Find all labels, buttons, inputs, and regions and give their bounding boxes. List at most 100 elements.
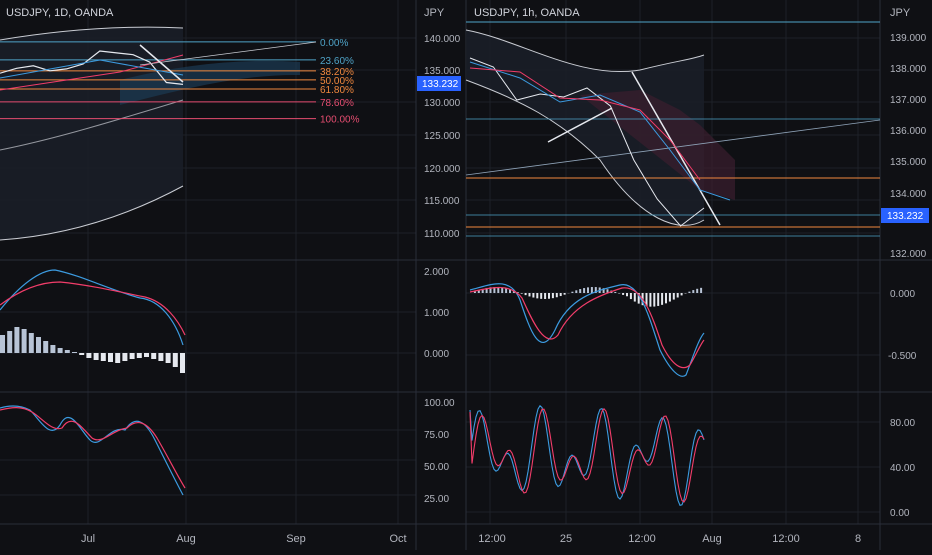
histogram-bar: [137, 353, 142, 358]
histogram-bar: [560, 293, 562, 296]
histogram-bar: [653, 293, 655, 307]
histogram-bar: [626, 293, 628, 296]
left-price-tick: 130.000: [424, 98, 461, 109]
right-macd-tick: -0.500: [888, 351, 917, 362]
histogram-bar: [540, 293, 542, 299]
histogram-bar: [544, 293, 546, 299]
histogram-bar: [688, 292, 690, 293]
histogram-bar: [657, 293, 659, 306]
left-price-tick: 120.000: [424, 164, 461, 175]
histogram-bar: [86, 353, 91, 358]
histogram-bar: [536, 293, 538, 298]
left-time-tick: Sep: [286, 533, 306, 545]
histogram-bar: [521, 293, 523, 294]
left-price-tick: 110.000: [424, 229, 460, 240]
histogram-bar: [700, 288, 702, 293]
right-stoch-tick: 0.00: [890, 508, 910, 519]
histogram-bar: [79, 353, 84, 355]
histogram-bar: [556, 293, 558, 297]
fib-label: 78.60%: [320, 98, 354, 109]
right-time-tick: 12:00: [772, 533, 800, 545]
histogram-bar: [622, 293, 624, 295]
left-stoch-tick: 75.00: [424, 430, 449, 441]
histogram-bar: [587, 287, 589, 293]
histogram-bar: [571, 292, 573, 293]
right-price-tick: 137.000: [890, 95, 927, 106]
histogram-bar: [661, 293, 663, 305]
right-price-tick: 139.000: [890, 33, 927, 44]
left-macd-tick: 1.000: [424, 308, 449, 319]
histogram-bar: [673, 293, 675, 300]
histogram-bar: [552, 293, 554, 298]
histogram-bar: [158, 353, 163, 361]
left-price-tick: 115.000: [424, 196, 460, 207]
histogram-bar: [583, 288, 585, 293]
left-axis-unit: JPY: [424, 7, 445, 19]
histogram-bar: [180, 353, 185, 373]
histogram-bar: [122, 353, 127, 361]
histogram-bar: [72, 352, 77, 353]
histogram-bar: [43, 341, 48, 353]
left-price-tick: 125.000: [424, 131, 461, 142]
left-macd-tick: 2.000: [424, 267, 449, 278]
histogram-bar: [22, 329, 27, 353]
left-time-tick: Oct: [389, 533, 406, 545]
histogram-bar: [108, 353, 113, 362]
histogram-bar: [579, 289, 581, 293]
right-last-price: 133.232: [887, 211, 924, 222]
histogram-bar: [101, 353, 106, 361]
histogram-bar: [665, 293, 667, 303]
histogram-bar: [649, 293, 651, 307]
histogram-bar: [677, 293, 679, 297]
right-time-tick: 12:00: [478, 533, 506, 545]
histogram-bar: [50, 345, 55, 353]
histogram-bar: [151, 353, 156, 359]
fib-label: 0.00%: [320, 38, 348, 49]
histogram-bar: [614, 292, 616, 293]
histogram-bar: [7, 331, 12, 353]
histogram-bar: [696, 289, 698, 293]
right-stoch-tick: 80.00: [890, 418, 915, 429]
right-title: USDJPY, 1h, OANDA: [474, 7, 580, 19]
histogram-bar: [14, 327, 19, 353]
right-time-tick: 12:00: [628, 533, 656, 545]
histogram-bar: [29, 333, 34, 353]
left-stoch-tick: 50.00: [424, 462, 449, 473]
histogram-bar: [58, 348, 63, 353]
histogram-bar: [166, 353, 171, 363]
histogram-bar: [36, 337, 41, 353]
histogram-bar: [525, 293, 527, 295]
histogram-bar: [94, 353, 99, 360]
right-time-tick: 25: [560, 533, 572, 545]
histogram-bar: [681, 293, 683, 295]
histogram-bar: [505, 288, 507, 293]
left-title: USDJPY, 1D, OANDA: [6, 7, 114, 19]
histogram-bar: [529, 293, 531, 296]
left-time-tick: Aug: [176, 533, 196, 545]
right-stoch-tick: 40.00: [890, 463, 915, 474]
histogram-bar: [115, 353, 120, 363]
left-price-tick: 140.000: [424, 34, 461, 45]
left-last-price: 133.232: [422, 79, 459, 90]
histogram-bar: [532, 293, 534, 298]
fib-label: 61.80%: [320, 85, 354, 96]
left-price-tick: 135.000: [424, 66, 461, 77]
histogram-bar: [173, 353, 178, 367]
right-time-tick: 8: [855, 533, 861, 545]
histogram-bar: [669, 293, 671, 302]
histogram-bar: [548, 293, 550, 299]
left-time-tick: Jul: [81, 533, 95, 545]
histogram-bar: [591, 287, 593, 293]
right-price-tick: 136.000: [890, 126, 927, 137]
left-stoch-tick: 100.00: [424, 398, 455, 409]
right-price-tick: 134.000: [890, 189, 927, 200]
histogram-bar: [575, 290, 577, 293]
right-axis-unit: JPY: [890, 7, 911, 19]
left-macd-tick: 0.000: [424, 349, 449, 360]
left-stoch-tick: 25.00: [424, 494, 449, 505]
histogram-bar: [630, 293, 632, 299]
histogram-bar: [501, 288, 503, 293]
histogram-bar: [65, 350, 70, 353]
histogram-bar: [564, 293, 566, 295]
